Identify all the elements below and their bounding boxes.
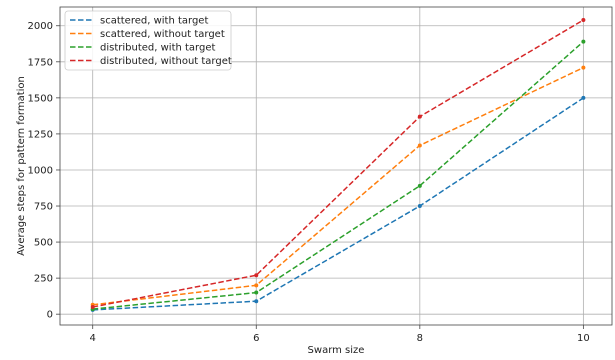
series-line — [92, 41, 584, 310]
series-1 — [90, 95, 586, 312]
legend-box — [64, 10, 232, 71]
data-point — [581, 95, 586, 100]
legend-item: scattered, without target — [70, 29, 225, 40]
data-point — [417, 204, 422, 209]
data-point — [90, 304, 95, 309]
y-tick-label: 1500 — [28, 93, 53, 104]
plot-area — [59, 6, 613, 326]
y-tick-label: 0 — [47, 310, 53, 321]
y-tick-label: 250 — [34, 274, 53, 285]
data-point — [254, 273, 259, 278]
series-line — [92, 19, 584, 308]
y-tick-label: 1000 — [28, 165, 53, 176]
data-point — [254, 299, 259, 304]
legend: scattered, with target scattered, without… — [64, 10, 232, 71]
y-axis: 0 250 500 750 1000 1250 1500 1750 2000 — [28, 21, 60, 321]
data-point — [417, 143, 422, 148]
legend-label: scattered, with target — [100, 16, 208, 27]
x-tick-label: 8 — [417, 333, 423, 344]
y-axis-title: Average steps for pattern formation — [16, 76, 27, 256]
x-axis: 4 6 8 10 — [90, 325, 590, 344]
series-2 — [90, 65, 586, 307]
legend-label: scattered, without target — [100, 29, 225, 40]
data-point — [254, 283, 259, 288]
y-tick-label: 1250 — [28, 129, 53, 140]
series-lines — [90, 17, 586, 312]
legend-item: distributed, with target — [70, 43, 215, 54]
series-4 — [90, 17, 586, 309]
data-point — [254, 290, 259, 295]
y-tick-label: 500 — [34, 238, 53, 249]
series-3 — [90, 39, 586, 312]
series-line — [92, 97, 584, 311]
legend-label: distributed, without target — [100, 56, 232, 67]
x-tick-label: 10 — [577, 333, 590, 344]
series-line — [92, 66, 584, 306]
data-point — [417, 114, 422, 119]
y-tick-label: 1750 — [28, 57, 53, 68]
x-tick-label: 6 — [253, 333, 259, 344]
legend-item: scattered, with target — [70, 16, 208, 27]
legend-label: distributed, with target — [100, 43, 215, 54]
data-point — [581, 39, 586, 44]
data-point — [581, 65, 586, 70]
data-point — [581, 17, 586, 22]
y-tick-label: 750 — [34, 202, 53, 213]
legend-item: distributed, without target — [70, 56, 232, 67]
x-tick-label: 4 — [90, 333, 96, 344]
x-axis-title: Swarm size — [308, 345, 365, 356]
y-tick-label: 2000 — [28, 21, 53, 32]
data-point — [417, 183, 422, 188]
